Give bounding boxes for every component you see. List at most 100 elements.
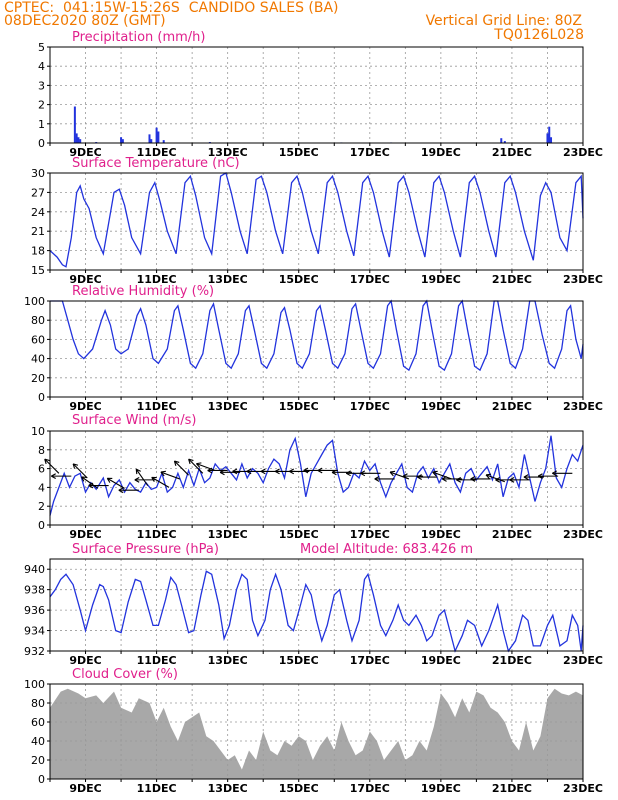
pressure-ytick-label: 940: [24, 563, 45, 576]
wind-title: Surface Wind (m/s): [72, 413, 196, 428]
precip-ytick-label: 5: [38, 41, 45, 54]
temp-xtick-label: 23DEC: [563, 273, 603, 286]
pressure-xtick-label: 21DEC: [492, 654, 532, 667]
vertical-grid-note: Vertical Grid Line: 80Z: [425, 13, 582, 29]
precip-bar: [79, 139, 82, 143]
model-id: TQ0126L028: [494, 27, 584, 43]
wind-vector: [537, 473, 559, 479]
wind-ytick-label: 8: [38, 444, 45, 457]
wind-xtick-label: 9DEC: [69, 528, 101, 541]
temp-title: Surface Temperature (nC): [72, 156, 240, 171]
pressure-xtick-label: 11DEC: [137, 654, 177, 667]
temp-xtick-label: 17DEC: [350, 273, 390, 286]
precip-xtick-label: 17DEC: [350, 146, 390, 159]
cloud-xtick-label: 9DEC: [69, 782, 101, 795]
precip-bar: [162, 140, 165, 143]
wind-vector: [219, 469, 241, 476]
wind-vector: [374, 476, 395, 482]
precip-xtick-label: 13DEC: [208, 146, 248, 159]
humidity-xtick-label: 19DEC: [421, 400, 461, 413]
humidity-xtick-label: 11DEC: [137, 400, 177, 413]
pressure-xtick-label: 23DEC: [563, 654, 603, 667]
precip-ytick-label: 0: [38, 137, 45, 150]
wind-vector: [417, 474, 438, 480]
temp-ytick-label: 21: [31, 225, 45, 238]
wind-vector: [360, 470, 381, 477]
precip-bar: [548, 126, 551, 143]
precip-bar: [148, 134, 151, 143]
pressure-xtick-label: 13DEC: [208, 654, 248, 667]
cloud-ytick-label: 60: [31, 716, 45, 729]
wind-xtick-label: 13DEC: [208, 528, 248, 541]
wind-vector: [173, 460, 189, 476]
cloud-title: Cloud Cover (%): [72, 667, 178, 682]
wind-vector: [509, 477, 530, 483]
run-datetime: 08DEC2020 80Z (GMT): [4, 13, 166, 29]
precip-xtick-label: 21DEC: [492, 146, 532, 159]
pressure-ytick-label: 938: [24, 584, 45, 597]
precip-xtick-label: 23DEC: [563, 146, 603, 159]
humidity-panel: 0 20 40 60 80 100 9DEC 11DEC 13DEC 15DEC 17DEC 19DE…: [24, 284, 603, 413]
wind-vector: [72, 463, 88, 479]
humidity-ytick-label: 40: [31, 353, 45, 366]
wind-vector: [44, 458, 60, 474]
wind-ytick-label: 10: [31, 425, 45, 438]
precip-plot-area: [50, 47, 583, 143]
precip-bar: [155, 127, 158, 143]
humidity-ytick-label: 0: [38, 391, 45, 404]
pressure-series-line: [49, 570, 584, 653]
wind-vector: [134, 477, 155, 483]
humidity-xtick-label: 21DEC: [492, 400, 532, 413]
cloud-ytick-label: 100: [24, 678, 45, 691]
wind-vector: [81, 476, 99, 489]
precip-bar: [120, 137, 123, 143]
precip-xtick-label: 9DEC: [69, 146, 101, 159]
wind-vector: [135, 468, 149, 486]
wind-ytick-label: 6: [38, 463, 45, 476]
humidity-ytick-label: 100: [24, 295, 45, 308]
humidity-ytick-label: 60: [31, 333, 45, 346]
cloud-xtick-label: 23DEC: [563, 782, 603, 795]
cloud-panel: 0 20 40 60 80 100 9DEC 11DEC 13DEC 15DEC 17DEC 19DE…: [24, 667, 603, 795]
temp-xtick-label: 15DEC: [279, 273, 319, 286]
precip-bar: [550, 137, 553, 143]
temp-xtick-label: 11DEC: [137, 273, 177, 286]
cloud-cover-area: [50, 688, 583, 779]
cloud-frame: [49, 683, 584, 780]
precip-bar: [503, 141, 506, 143]
humidity-xtick-label: 13DEC: [208, 400, 248, 413]
cloud-ytick-label: 20: [31, 754, 45, 767]
precip-bar: [77, 137, 80, 143]
cloud-xtick-label: 13DEC: [208, 782, 248, 795]
humidity-xtick-label: 15DEC: [279, 400, 319, 413]
wind-vector: [51, 473, 72, 479]
wind-plot-area: [50, 431, 583, 525]
precip-bar: [121, 139, 124, 143]
model-altitude-label: Model Altitude: 683.426 m: [300, 542, 473, 557]
temp-frame: [49, 172, 584, 271]
precip-bar: [157, 131, 160, 143]
precip-bar: [75, 133, 78, 143]
cloud-ytick-label: 0: [38, 773, 45, 786]
temp-plot-area: [50, 173, 583, 270]
precip-xtick-label: 15DEC: [279, 146, 319, 159]
wind-vector: [432, 470, 452, 480]
temp-ytick-label: 18: [31, 245, 45, 258]
temp-series-line: [49, 171, 584, 268]
cloud-xtick-label: 19DEC: [421, 782, 461, 795]
cloud-xtick-label: 15DEC: [279, 782, 319, 795]
precip-frame: [49, 46, 584, 144]
humidity-frame: [49, 300, 584, 398]
cloud-xtick-label: 17DEC: [350, 782, 390, 795]
pressure-xtick-label: 15DEC: [279, 654, 319, 667]
wind-vector: [470, 476, 491, 482]
wind-ytick-label: 2: [38, 500, 45, 513]
wind-vector: [151, 476, 170, 488]
wind-xtick-label: 23DEC: [563, 528, 603, 541]
wind-xtick-label: 15DEC: [279, 528, 319, 541]
precip-ytick-label: 1: [38, 118, 45, 131]
temp-ytick-label: 27: [31, 186, 45, 199]
humidity-xtick-label: 17DEC: [350, 400, 390, 413]
wind-series-line: [49, 435, 584, 516]
wind-vector: [118, 487, 139, 494]
